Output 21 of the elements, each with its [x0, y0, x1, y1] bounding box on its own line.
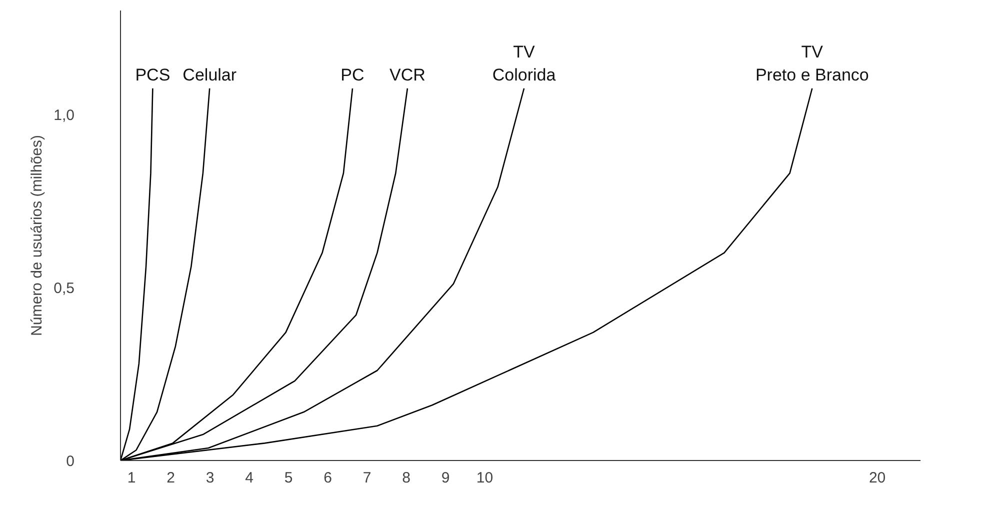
x-tick-label: 6	[324, 470, 332, 486]
series-label: PCS	[135, 65, 170, 84]
x-tick-label: 20	[868, 470, 886, 486]
series-label: PC	[340, 65, 364, 84]
series-label: TV Preto e Branco	[755, 42, 869, 84]
series-label: TV Colorida	[492, 42, 556, 84]
x-tick-label: 1	[127, 470, 136, 486]
series-label: Celular	[182, 65, 237, 84]
y-axis-title: Número de usuários (milhões)	[28, 135, 46, 336]
y-tick-label: 1,0	[54, 106, 75, 124]
y-tick-label: 0	[66, 453, 74, 470]
x-tick-label: 9	[441, 470, 450, 486]
x-tick-label: 8	[402, 470, 410, 486]
x-tick-label: 5	[284, 470, 293, 486]
x-tick-label: 3	[206, 470, 214, 486]
x-tick-label: 10	[476, 470, 494, 486]
x-tick-label: 2	[166, 470, 175, 486]
y-tick-label: 0,5	[54, 280, 75, 297]
x-tick-label: 4	[245, 470, 254, 486]
x-tick-label: 7	[362, 470, 372, 486]
series-label: VCR	[390, 65, 426, 84]
